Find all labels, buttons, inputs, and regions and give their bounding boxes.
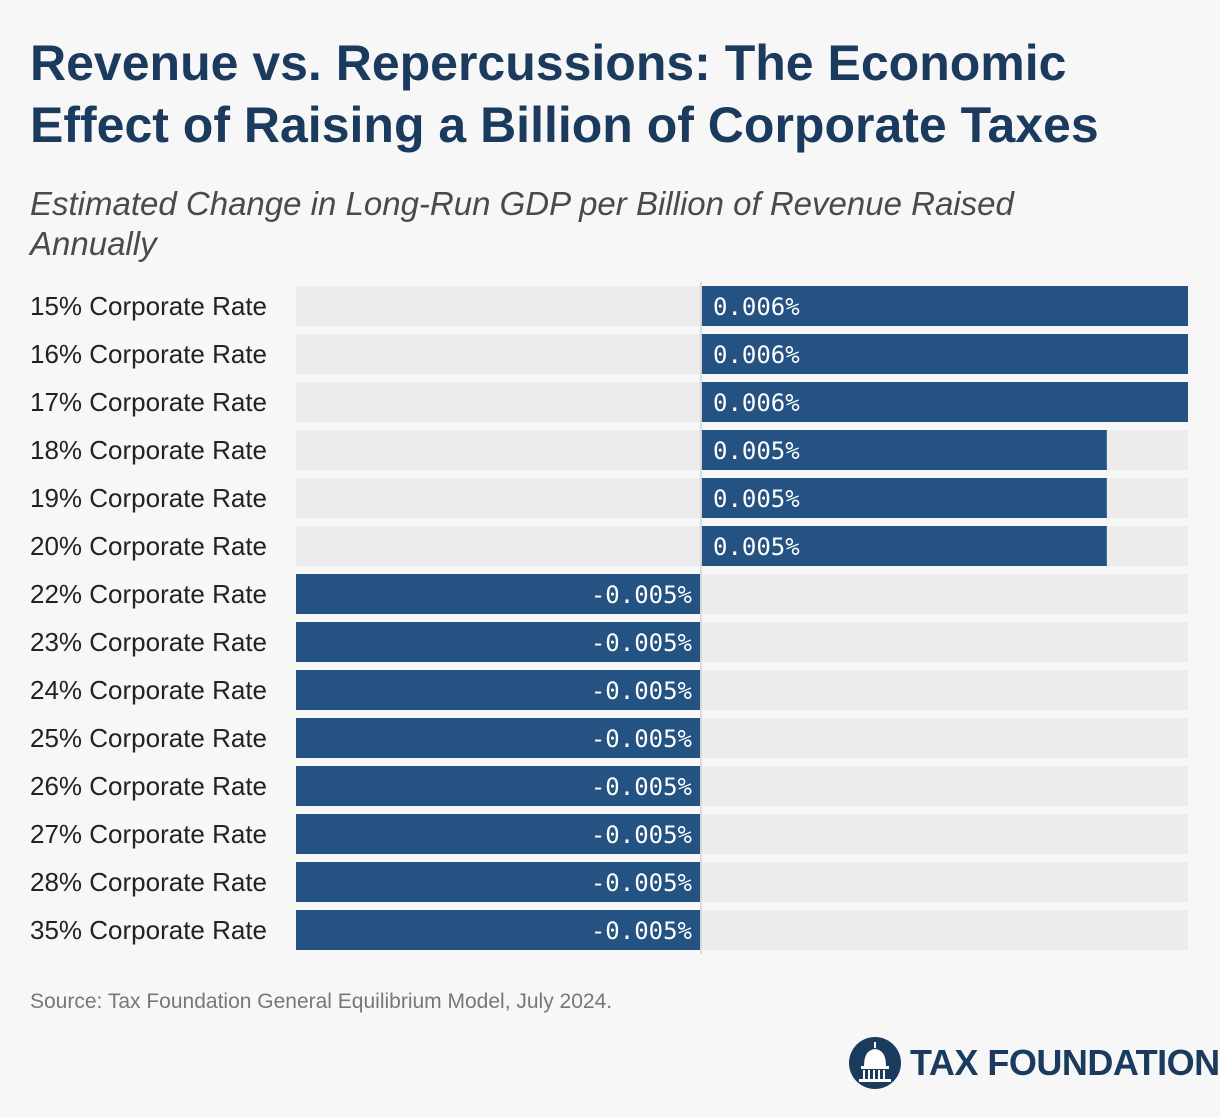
- bar: [702, 430, 1107, 470]
- bar: [296, 910, 700, 950]
- data-label: -0.005%: [591, 725, 693, 753]
- data-label: -0.005%: [591, 821, 693, 849]
- source-note: Source: Tax Foundation General Equilibri…: [30, 990, 613, 1013]
- capitol-dome-icon: [849, 1037, 901, 1089]
- bar: [702, 526, 1107, 566]
- category-label: 26% Corporate Rate: [30, 771, 267, 801]
- data-label: -0.005%: [591, 581, 693, 609]
- category-label: 24% Corporate Rate: [30, 675, 267, 705]
- bar: [296, 862, 700, 902]
- data-label: 0.006%: [713, 389, 800, 417]
- bar: [702, 478, 1107, 518]
- data-label: 0.005%: [713, 533, 800, 561]
- data-label: 0.006%: [713, 341, 800, 369]
- category-label: 27% Corporate Rate: [30, 819, 267, 849]
- category-label: 15% Corporate Rate: [30, 291, 267, 321]
- bar: [296, 814, 700, 854]
- logo-text: TAX FOUNDATION: [910, 1042, 1220, 1083]
- category-label: 19% Corporate Rate: [30, 483, 267, 513]
- data-label: 0.005%: [713, 437, 800, 465]
- data-label: -0.005%: [591, 629, 693, 657]
- category-label: 25% Corporate Rate: [30, 723, 267, 753]
- category-label: 35% Corporate Rate: [30, 915, 267, 945]
- bar: [296, 622, 700, 662]
- category-label: 17% Corporate Rate: [30, 387, 267, 417]
- bar-chart: 15% Corporate Rate 0.006% 16% Corporate Ra…: [30, 282, 1188, 954]
- category-label: 16% Corporate Rate: [30, 339, 267, 369]
- category-label: 18% Corporate Rate: [30, 435, 267, 465]
- data-label: 0.005%: [713, 485, 800, 513]
- bar: [296, 574, 700, 614]
- chart-subtitle: Estimated Change in Long-Run GDP per Bil…: [30, 185, 1014, 262]
- data-label: -0.005%: [591, 677, 693, 705]
- data-label: -0.005%: [591, 917, 693, 945]
- category-label: 23% Corporate Rate: [30, 627, 267, 657]
- bar: [296, 670, 700, 710]
- bar: [702, 334, 1188, 374]
- bar: [296, 718, 700, 758]
- category-label: 28% Corporate Rate: [30, 867, 267, 897]
- tax-foundation-logo: TAX FOUNDATION: [848, 1036, 1220, 1090]
- chart-title: Revenue vs. Repercussions: The Economic …: [30, 35, 1099, 153]
- bar: [702, 286, 1188, 326]
- data-label: -0.005%: [591, 869, 693, 897]
- bar: [702, 382, 1188, 422]
- data-label: 0.006%: [713, 293, 800, 321]
- category-label: 20% Corporate Rate: [30, 531, 267, 561]
- bar: [296, 766, 700, 806]
- category-label: 22% Corporate Rate: [30, 579, 267, 609]
- data-label: -0.005%: [591, 773, 693, 801]
